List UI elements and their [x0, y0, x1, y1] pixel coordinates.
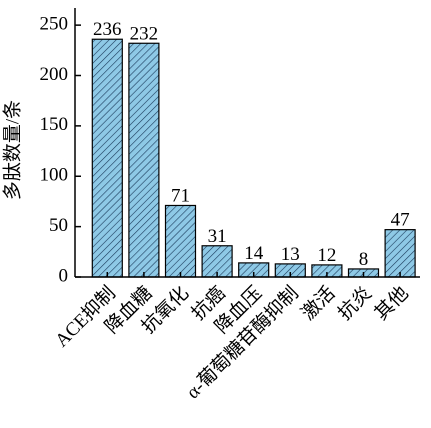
value-label: 12 — [317, 245, 336, 266]
x-tick-label: 抗炎 — [334, 282, 376, 324]
bar — [384, 229, 416, 278]
value-label: 31 — [208, 226, 227, 247]
value-label: 71 — [171, 185, 190, 206]
y-tick-label: 250 — [40, 13, 69, 34]
value-label: 14 — [244, 243, 264, 264]
y-tick-label: 50 — [49, 215, 68, 236]
value-label: 236 — [93, 19, 122, 40]
bar — [164, 204, 197, 278]
y-tick-label: 100 — [40, 165, 69, 186]
y-tick-label: 0 — [59, 265, 69, 286]
x-tick-label: 其他 — [370, 282, 412, 324]
x-tick-label: 激活 — [297, 282, 339, 324]
y-tick-label: 150 — [40, 114, 69, 135]
y-axis-label: 多肽数量/条 — [1, 100, 23, 200]
bar — [201, 245, 233, 278]
value-label: 47 — [391, 210, 410, 231]
value-label: 232 — [130, 23, 159, 44]
value-label: 13 — [281, 244, 300, 265]
y-tick-label: 200 — [40, 64, 69, 85]
bar — [128, 42, 160, 278]
value-label: 8 — [359, 249, 369, 270]
bar — [91, 38, 123, 278]
